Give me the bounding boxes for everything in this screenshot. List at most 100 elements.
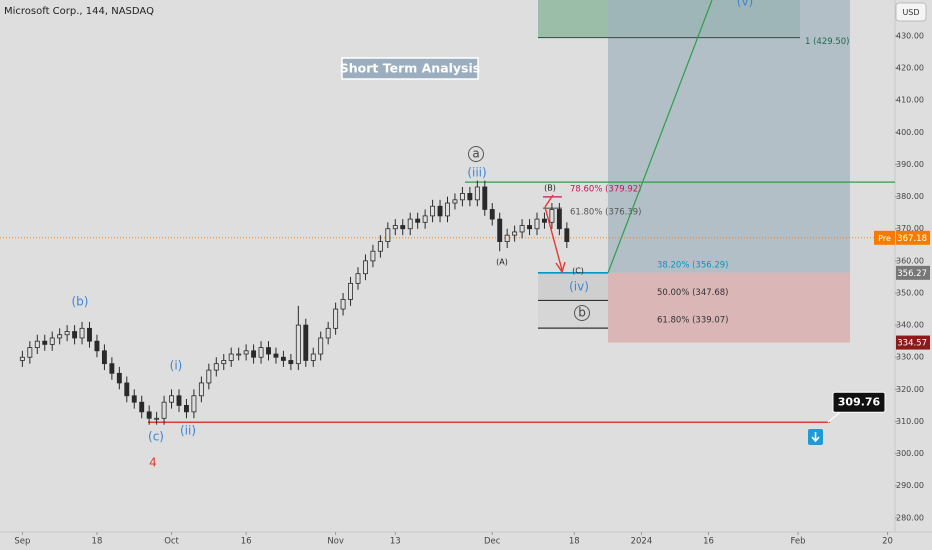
annotation: (B): [544, 184, 556, 193]
candle-body: [169, 395, 174, 403]
y-tick-label: 330.00: [896, 353, 924, 362]
fib-label: 50.00% (347.68): [657, 288, 729, 298]
candle-body: [504, 234, 510, 242]
candle-body: [497, 218, 503, 242]
candle-body: [64, 331, 70, 336]
candle-body: [459, 192, 465, 201]
annotation-circle: [574, 305, 590, 321]
candle-body: [325, 327, 331, 339]
candle-body: [377, 241, 383, 252]
candle-body: [191, 395, 197, 413]
wave-arrow: [544, 194, 554, 208]
candle-body: [184, 405, 189, 413]
y-tick-label: 310.00: [896, 417, 924, 426]
candle-body: [131, 395, 137, 403]
candle-body: [280, 356, 286, 361]
wave-arrow: [544, 206, 563, 271]
loss-zone: [608, 272, 850, 343]
candle-body: [87, 327, 92, 342]
candle-body: [474, 186, 480, 201]
candle-body: [154, 417, 160, 420]
y-tick-label: 290.00: [896, 481, 924, 490]
candle-body: [370, 250, 376, 262]
fib-label: 1 (429.50): [805, 37, 849, 47]
annotation: (i): [170, 359, 183, 373]
annotation: (iii): [467, 166, 486, 180]
currency-box[interactable]: [895, 2, 927, 22]
callout-pointer: [827, 411, 841, 423]
y-tick-label: 340.00: [896, 321, 924, 330]
price-tag: [896, 230, 930, 245]
candle-body: [489, 209, 495, 220]
candle-body: [295, 324, 301, 365]
callout-box: [832, 391, 886, 413]
candle-body: [79, 327, 85, 339]
annotation: (v): [737, 0, 753, 9]
candle-body: [437, 205, 443, 217]
candle-body: [467, 192, 473, 201]
candle-body: [19, 356, 25, 361]
price-tag-label: 367.18: [897, 234, 927, 244]
annotation: (b): [72, 295, 89, 309]
annotation: 4: [149, 456, 157, 470]
annotation: a: [472, 147, 479, 161]
fib-zone: [538, 272, 608, 301]
candle-body: [340, 299, 346, 310]
banner-box: [341, 57, 479, 80]
chart-title: Microsoft Corp., 144, NASDAQ: [4, 6, 154, 17]
candle-body: [452, 199, 458, 204]
x-tick-label: 2024: [631, 537, 653, 547]
candle-body: [161, 401, 167, 419]
candle-body: [333, 308, 339, 329]
candle-body: [318, 337, 324, 355]
annotation-circle: [468, 146, 484, 162]
fib-zone: [538, 300, 608, 329]
candle-body: [363, 260, 368, 275]
y-tick-label: 420.00: [896, 64, 924, 73]
support-label: 309.76: [838, 395, 881, 408]
wave-arrow-head: [555, 261, 566, 274]
y-tick-label: 360.00: [896, 256, 924, 265]
candle-body: [564, 228, 570, 242]
candle-body: [549, 209, 555, 223]
x-tick-label: Oct: [164, 537, 179, 547]
annotation: (iv): [569, 280, 589, 294]
y-tick-label: 320.00: [896, 385, 924, 394]
y-tick-label: 390.00: [896, 160, 924, 169]
x-tick-label: Nov: [327, 537, 344, 547]
x-tick-label: Sep: [14, 537, 30, 547]
candle-body: [146, 411, 152, 419]
price-tag: [896, 335, 930, 350]
banner: Short Term Analysis: [340, 61, 480, 76]
x-tick-label: Dec: [484, 537, 501, 547]
candle-body: [527, 225, 532, 230]
candle-body: [310, 353, 316, 361]
x-tick-label: 20: [882, 537, 893, 547]
y-tick-label: 280.00: [896, 513, 924, 522]
x-tick-label: 16: [703, 537, 714, 547]
candle-body: [251, 350, 257, 358]
candle-body: [236, 353, 242, 356]
price-tag-label: 334.57: [897, 339, 927, 349]
annotation: (C): [572, 267, 584, 276]
candle-body: [288, 360, 294, 365]
profit-zone: [608, 0, 850, 273]
candle-body: [101, 350, 107, 365]
annotation: (ii): [180, 424, 196, 438]
x-tick-label: Feb: [791, 537, 806, 547]
candle-body: [116, 372, 122, 384]
y-tick-label: 400.00: [896, 128, 924, 137]
fib-label: 78.60% (379.92): [570, 184, 642, 194]
y-tick-label: 370.00: [896, 224, 924, 233]
candle-body: [139, 401, 145, 413]
currency: USD: [902, 8, 919, 17]
candle-body: [49, 337, 55, 345]
candle-body: [94, 340, 100, 352]
annotation: b: [578, 306, 586, 320]
candle-body: [221, 360, 227, 365]
x-tick-label: 13: [390, 537, 401, 547]
candle-body: [348, 282, 353, 300]
candle-body: [213, 363, 219, 371]
